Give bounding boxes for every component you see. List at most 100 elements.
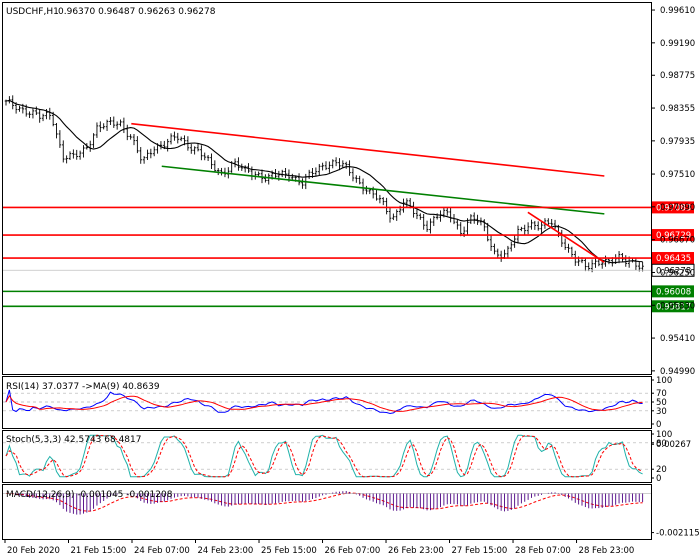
price-bar (264, 174, 267, 183)
indicator-tick-label: 0 (656, 420, 661, 430)
price-bar (152, 146, 156, 157)
rsi-line (5, 389, 643, 415)
price-bar (173, 131, 176, 141)
time-axis: 20 Feb 2020 21 Feb 15:00 24 Feb 07:00 24 Fe… (4, 539, 634, 556)
price-bar (38, 109, 41, 123)
price-bar (365, 185, 368, 195)
price-bar (520, 226, 523, 232)
price-bar (425, 220, 429, 232)
stoch-label: Stoch(5,3,3) 42.5743 68.4817 (6, 435, 141, 445)
price-bar (563, 238, 567, 250)
price-bar (486, 222, 489, 242)
indicator-tick-label: 30 (656, 407, 667, 417)
price-bar (237, 157, 240, 171)
indicator-tick-label: -0.002115 (656, 529, 700, 539)
price-bar (422, 213, 425, 230)
price-bar (419, 213, 422, 220)
price-bar (355, 175, 358, 183)
price-bar (570, 246, 574, 257)
price-bar (476, 214, 479, 225)
price-bar (129, 134, 132, 140)
rsi-ma-line (5, 394, 643, 412)
level-tag-label: 0.95817 (656, 302, 691, 312)
price-tick-label: 0.96250 (660, 268, 695, 278)
price-bar (169, 133, 173, 145)
price-bar (597, 258, 601, 267)
price-tick-label: 0.99610 (660, 6, 695, 16)
level-tag-label: 0.96008 (656, 287, 691, 297)
price-bar (415, 209, 419, 220)
stoch-signal-line (5, 434, 643, 478)
price-bar (321, 162, 324, 171)
price-bar (348, 160, 351, 176)
price-bar (584, 258, 587, 272)
price-bar (530, 219, 533, 230)
indicator-tick-label: 20 (656, 465, 667, 475)
price-bar (513, 234, 516, 248)
price-bar (149, 148, 153, 159)
trend-lines (131, 122, 605, 263)
price-bar (344, 161, 348, 169)
price-bar (483, 219, 486, 232)
price-tick-label: 0.94990 (660, 367, 695, 377)
price-bar (166, 138, 169, 152)
price-bar (334, 157, 338, 167)
level-tag (652, 300, 694, 313)
price-bar (35, 106, 38, 116)
price-bar (132, 133, 136, 146)
price-bar (109, 117, 112, 126)
price-bar (317, 164, 321, 176)
price-bar (493, 243, 496, 255)
price-bar (509, 241, 513, 252)
price-bar (594, 258, 597, 268)
current-price-tag (651, 263, 695, 277)
price-bar (412, 201, 415, 218)
price-bar (112, 116, 116, 128)
macd-label: MACD(12,26,9) -0.001045 -0.001208 (6, 490, 173, 500)
time-tick-label: 20 Feb 2020 (7, 546, 60, 556)
price-tick-label: 0.95410 (660, 334, 695, 344)
price-bar (405, 198, 409, 208)
symbol-label: USDCHF,H1 (6, 7, 59, 17)
ohlc-label: 0.96370 0.96487 0.96263 0.96278 (58, 7, 216, 17)
price-bar (196, 144, 200, 152)
price-bar (375, 189, 378, 201)
price-bar (324, 161, 328, 171)
price-bar (213, 160, 217, 173)
indicator-tick-label: 70 (656, 389, 667, 399)
price-bar (547, 218, 550, 226)
stoch-main-line (5, 434, 643, 478)
price-bar (267, 173, 271, 185)
main-price-pane[interactable] (2, 2, 652, 375)
price-bar (58, 130, 62, 148)
level-tag (652, 285, 694, 298)
price-bar (68, 151, 72, 160)
indicator-tick-label: 50 (656, 398, 667, 408)
price-bar (432, 215, 436, 227)
price-tick-label: 0.97510 (660, 170, 695, 180)
price-bar (331, 159, 335, 169)
moving-average-line (5, 99, 643, 264)
price-bar (142, 156, 146, 164)
price-bar (445, 208, 449, 216)
price-bar (291, 173, 294, 181)
price-bar (587, 262, 591, 272)
price-tick-label: 0.95830 (660, 301, 695, 311)
price-bar (385, 197, 388, 215)
price-bar (203, 152, 207, 161)
time-tick-label: 25 Feb 15:00 (261, 546, 317, 556)
price-bar (189, 144, 193, 154)
price-bar (338, 158, 341, 171)
horizontal-levels: 0.97083 0.96729 0.96435 0.96008 0.95817 0.962… (3, 201, 695, 313)
price-bar (351, 168, 355, 182)
price-tick-label: 0.97935 (660, 137, 695, 147)
price-bar (536, 221, 540, 231)
price-bar (314, 167, 318, 177)
macd-series: 0.00267 -0.002115 (3, 440, 700, 539)
red-trend-line (527, 211, 605, 263)
price-bar (105, 119, 109, 131)
current-price-label: 0.96278 (656, 266, 691, 276)
stochastic-pane[interactable] (2, 430, 652, 483)
